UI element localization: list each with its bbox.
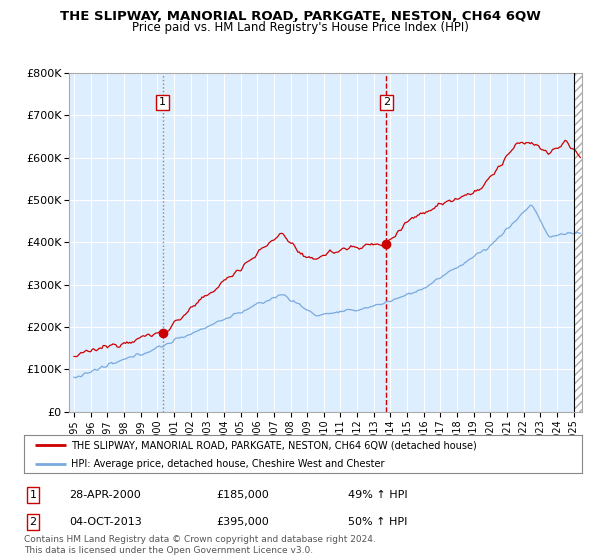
Text: 1: 1 [159, 97, 166, 108]
Text: 28-APR-2000: 28-APR-2000 [69, 490, 141, 500]
Text: 2: 2 [383, 97, 390, 108]
Text: HPI: Average price, detached house, Cheshire West and Chester: HPI: Average price, detached house, Ches… [71, 459, 385, 469]
Text: £395,000: £395,000 [216, 517, 269, 527]
Text: 50% ↑ HPI: 50% ↑ HPI [348, 517, 407, 527]
Text: THE SLIPWAY, MANORIAL ROAD, PARKGATE, NESTON, CH64 6QW (detached house): THE SLIPWAY, MANORIAL ROAD, PARKGATE, NE… [71, 440, 477, 450]
Bar [574, 73, 582, 412]
Text: £185,000: £185,000 [216, 490, 269, 500]
Text: 1: 1 [29, 490, 37, 500]
Text: 49% ↑ HPI: 49% ↑ HPI [348, 490, 407, 500]
Text: 04-OCT-2013: 04-OCT-2013 [69, 517, 142, 527]
Text: Contains HM Land Registry data © Crown copyright and database right 2024.
This d: Contains HM Land Registry data © Crown c… [24, 535, 376, 555]
Text: THE SLIPWAY, MANORIAL ROAD, PARKGATE, NESTON, CH64 6QW: THE SLIPWAY, MANORIAL ROAD, PARKGATE, NE… [59, 10, 541, 23]
Text: Price paid vs. HM Land Registry's House Price Index (HPI): Price paid vs. HM Land Registry's House … [131, 21, 469, 34]
Text: 2: 2 [29, 517, 37, 527]
